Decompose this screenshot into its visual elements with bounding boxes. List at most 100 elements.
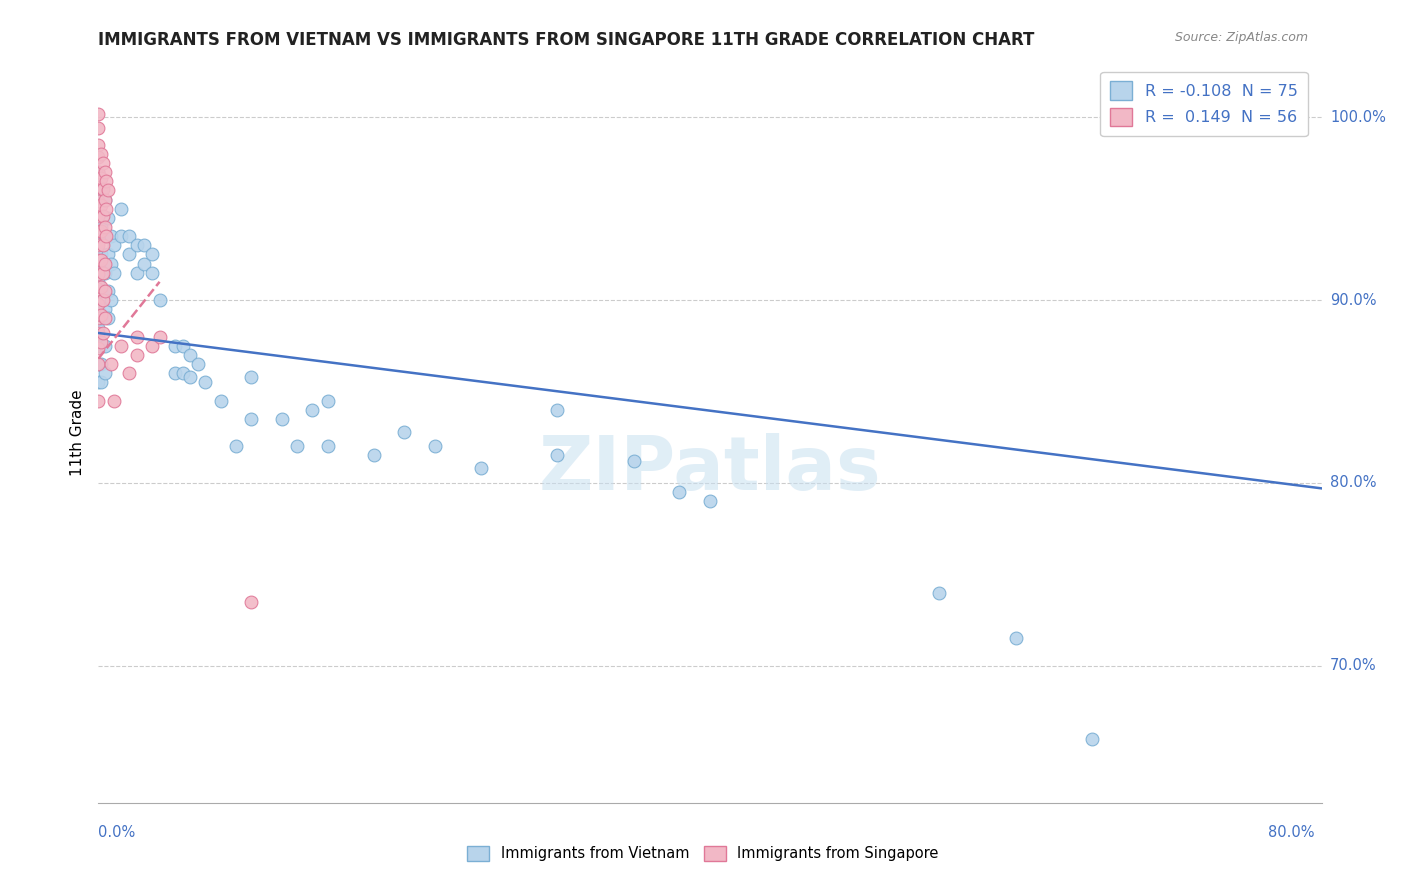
Point xyxy=(423,439,446,453)
Point xyxy=(90,308,112,322)
Point xyxy=(90,357,112,371)
Text: IMMIGRANTS FROM VIETNAM VS IMMIGRANTS FROM SINGAPORE 11TH GRADE CORRELATION CHAR: IMMIGRANTS FROM VIETNAM VS IMMIGRANTS FR… xyxy=(98,31,1035,49)
Y-axis label: 11th Grade: 11th Grade xyxy=(69,389,84,476)
Point xyxy=(91,209,114,223)
Point xyxy=(125,266,148,280)
Point xyxy=(90,183,112,197)
Point xyxy=(87,209,110,223)
Point xyxy=(240,595,263,609)
Point xyxy=(103,393,125,408)
Point xyxy=(90,146,112,161)
Point xyxy=(91,326,114,340)
Point xyxy=(93,256,115,270)
Point xyxy=(699,494,721,508)
Point xyxy=(93,339,115,353)
Legend: R = -0.108  N = 75, R =  0.149  N = 56: R = -0.108 N = 75, R = 0.149 N = 56 xyxy=(1101,72,1308,136)
Point xyxy=(87,341,110,355)
Point xyxy=(141,339,163,353)
Point xyxy=(93,266,115,280)
Point xyxy=(94,229,117,244)
Point xyxy=(93,302,115,317)
Point xyxy=(87,224,110,238)
Point xyxy=(87,179,110,194)
Point xyxy=(301,402,323,417)
Text: ZIPatlas: ZIPatlas xyxy=(538,434,882,506)
Point xyxy=(87,256,110,270)
Point xyxy=(87,357,110,371)
Point xyxy=(87,106,110,120)
Point xyxy=(91,238,114,252)
Point xyxy=(87,137,110,152)
Point xyxy=(87,320,110,334)
Point xyxy=(87,376,110,390)
Legend: Immigrants from Vietnam, Immigrants from Singapore: Immigrants from Vietnam, Immigrants from… xyxy=(461,839,945,867)
Point xyxy=(172,366,194,380)
Point xyxy=(87,193,110,207)
Point xyxy=(94,174,117,188)
Point xyxy=(103,238,125,252)
Text: 0.0%: 0.0% xyxy=(98,825,135,840)
Text: 80.0%: 80.0% xyxy=(1330,475,1376,491)
Point xyxy=(100,256,122,270)
Point xyxy=(90,311,112,326)
Text: 70.0%: 70.0% xyxy=(1330,658,1376,673)
Point xyxy=(91,156,114,170)
Text: 90.0%: 90.0% xyxy=(1330,293,1376,308)
Point xyxy=(134,238,156,252)
Point xyxy=(94,202,117,216)
Point xyxy=(90,224,112,238)
Point xyxy=(87,268,110,282)
Point xyxy=(1004,632,1026,646)
Point xyxy=(90,247,112,261)
Point xyxy=(97,183,120,197)
Point xyxy=(87,302,110,317)
Point xyxy=(225,439,247,453)
Point xyxy=(93,193,115,207)
Point xyxy=(87,165,110,179)
Point xyxy=(100,357,122,371)
Point xyxy=(90,219,112,234)
Point xyxy=(87,326,110,340)
Point xyxy=(1157,101,1180,115)
Point xyxy=(87,311,110,326)
Point xyxy=(87,297,110,311)
Point xyxy=(97,284,120,298)
Point xyxy=(87,252,110,267)
Point xyxy=(87,275,110,289)
Point xyxy=(179,369,201,384)
Point xyxy=(110,339,132,353)
Point xyxy=(87,229,110,244)
Point xyxy=(118,366,141,380)
Point xyxy=(100,229,122,244)
Point xyxy=(194,376,217,390)
Point xyxy=(546,449,568,463)
Point xyxy=(392,425,416,439)
Point xyxy=(134,256,156,270)
Point xyxy=(87,282,110,296)
Point xyxy=(240,369,263,384)
Text: Source: ZipAtlas.com: Source: ZipAtlas.com xyxy=(1174,31,1308,45)
Point xyxy=(141,266,163,280)
Point xyxy=(928,585,950,599)
Point xyxy=(285,439,308,453)
Point xyxy=(668,485,690,500)
Point xyxy=(125,329,148,343)
Point xyxy=(363,449,385,463)
Point xyxy=(97,247,120,261)
Point xyxy=(90,252,112,267)
Point xyxy=(118,229,141,244)
Point xyxy=(90,198,112,212)
Point xyxy=(90,376,112,390)
Point xyxy=(1081,731,1104,746)
Point xyxy=(110,229,132,244)
Point xyxy=(93,311,115,326)
Point xyxy=(118,247,141,261)
Text: 100.0%: 100.0% xyxy=(1330,110,1386,125)
Point xyxy=(87,393,110,408)
Point xyxy=(163,339,186,353)
Point xyxy=(87,339,110,353)
Point xyxy=(93,165,115,179)
Point xyxy=(87,194,110,209)
Point xyxy=(149,329,172,343)
Point xyxy=(110,202,132,216)
